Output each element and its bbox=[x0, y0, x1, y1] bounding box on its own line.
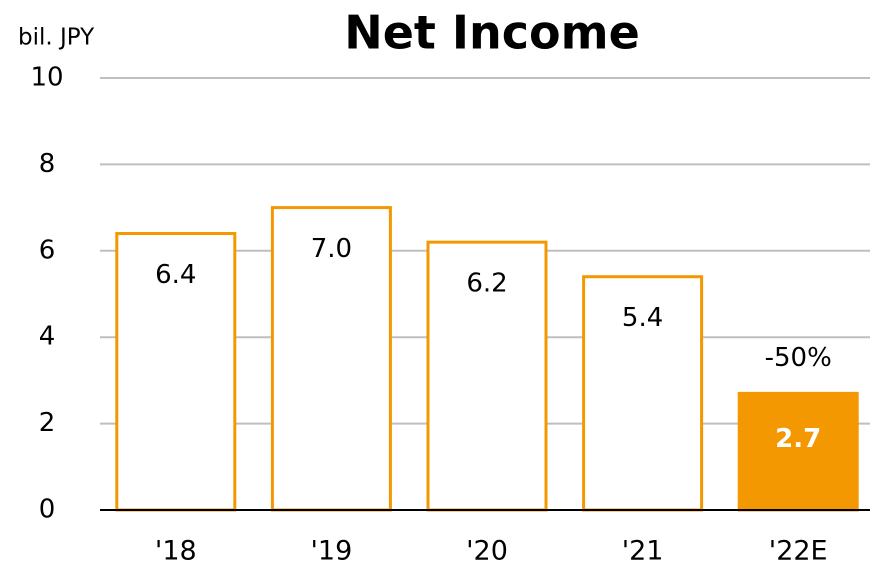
chart-title: Net Income bbox=[344, 6, 640, 60]
x-tick-label: '22E bbox=[769, 536, 828, 567]
bar bbox=[270, 206, 392, 512]
value-label: 2.7 bbox=[775, 424, 821, 454]
x-tick-label: '19 bbox=[311, 536, 353, 567]
y-tick-label: 4 bbox=[39, 322, 56, 352]
x-tick-label: '20 bbox=[466, 536, 508, 567]
y-tick-label: 6 bbox=[39, 235, 56, 265]
annotation: -50% bbox=[765, 343, 832, 373]
value-label: 6.2 bbox=[466, 269, 507, 299]
x-tick-label: '21 bbox=[622, 536, 664, 567]
value-label: 6.4 bbox=[155, 260, 196, 290]
bar bbox=[426, 240, 548, 512]
value-label: 5.4 bbox=[622, 303, 663, 333]
y-tick-label: 8 bbox=[39, 149, 56, 179]
bar bbox=[737, 391, 859, 512]
value-label: 7.0 bbox=[311, 234, 352, 264]
x-tick-label: '18 bbox=[155, 536, 197, 567]
bar bbox=[582, 275, 704, 512]
y-tick-label: 2 bbox=[39, 408, 56, 438]
y-tick-label: 10 bbox=[30, 63, 63, 93]
y-tick-label: 0 bbox=[39, 495, 56, 525]
y-axis-unit: bil. JPY bbox=[18, 25, 95, 51]
